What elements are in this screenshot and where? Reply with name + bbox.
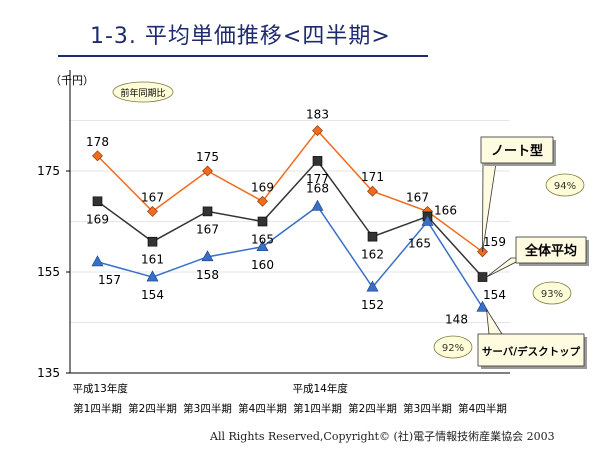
data-label: 175: [196, 150, 219, 164]
yoy-bubble: [532, 281, 572, 305]
yoy-bubble: [433, 335, 473, 359]
data-point: [257, 195, 268, 207]
series-line: [96, 129, 483, 253]
y-tick-label: 135: [37, 366, 60, 380]
slide-title: 1-3. 平均単価推移<四半期>: [90, 24, 391, 49]
data-label: 159: [483, 235, 506, 249]
data-label: 165: [408, 237, 431, 251]
data-label: 158: [196, 268, 219, 282]
series-name-label: ノート型: [491, 143, 543, 159]
series-name-label: サーバ/デスクトップ: [482, 345, 581, 358]
data-label: 171: [361, 170, 384, 184]
x-tick-label: 第1四半期: [293, 402, 342, 415]
data-point: [421, 214, 434, 226]
data-labels: 1781671751691831711671591691611671651771…: [86, 108, 506, 327]
x-group-label: 平成14年度: [293, 382, 349, 395]
x-tick-label: 第2四半期: [128, 402, 177, 415]
series-name-label: 全体平均: [524, 243, 577, 259]
data-label: 161: [141, 253, 164, 267]
x-tick-label: 第3四半期: [403, 402, 452, 415]
data-label: 166: [434, 203, 457, 217]
series-callout-box: [515, 236, 587, 264]
data-label: 160: [251, 258, 274, 272]
data-point: [146, 270, 159, 282]
x-tick-label: 第4四半期: [238, 402, 287, 415]
yoy-value: 92%: [442, 343, 464, 354]
data-point: [367, 185, 378, 197]
grid-lines: [70, 120, 510, 323]
series-callout-box: [480, 136, 554, 164]
x-group-label: 平成13年度: [73, 382, 129, 395]
x-tick-label: 第4四半期: [458, 402, 507, 415]
data-point: [147, 236, 158, 247]
series-line: [97, 205, 484, 308]
data-point: [477, 272, 488, 282]
data-label: 167: [196, 222, 219, 236]
yoy-value: 94%: [554, 181, 576, 192]
data-point: [91, 255, 104, 267]
yoy-legend-text: 前年同期比: [120, 87, 165, 99]
data-label: 165: [251, 233, 274, 247]
data-point: [147, 205, 158, 217]
series-lines: [96, 129, 484, 308]
series-line: [97, 159, 484, 278]
data-point: [92, 150, 103, 162]
data-point: [201, 250, 214, 262]
x-tick-label: 第3四半期: [183, 402, 232, 415]
data-label: 157: [98, 273, 121, 287]
data-point: [476, 300, 489, 312]
data-point: [366, 280, 379, 292]
data-point: [312, 125, 323, 137]
data-label: 154: [483, 288, 506, 302]
yoy-bubble: [545, 173, 585, 197]
copyright-footer: All Rights Reserved,Copyright© (社)電子情報技術…: [210, 430, 555, 443]
data-label: 169: [251, 180, 274, 194]
yoy-value: 93%: [541, 289, 563, 300]
data-label: 183: [306, 108, 329, 122]
data-point: [367, 231, 378, 242]
x-tick-label: 第1四半期: [73, 402, 122, 415]
data-point: [92, 196, 103, 207]
data-point: [256, 240, 269, 252]
data-point: [202, 165, 213, 177]
data-label: 169: [86, 212, 109, 226]
data-label: 152: [361, 298, 384, 312]
data-label: 167: [141, 190, 164, 204]
x-tick-label: 第2四半期: [348, 402, 397, 415]
series-markers: [91, 125, 489, 312]
y-tick-label: 175: [37, 164, 60, 178]
data-label: 178: [86, 135, 109, 149]
data-point: [202, 206, 213, 217]
data-label: 154: [141, 288, 164, 302]
data-label: 162: [361, 248, 384, 262]
data-label: 177: [306, 172, 329, 186]
title-underline: [58, 55, 428, 57]
data-label: 148: [445, 312, 468, 326]
y-tick-label: 155: [37, 265, 60, 279]
data-point: [311, 199, 324, 211]
series-callout-box: [477, 333, 585, 367]
data-label: 167: [406, 190, 429, 204]
yoy-legend-bubble: [112, 81, 174, 103]
data-point: [312, 156, 323, 166]
data-point: [257, 216, 268, 227]
y-axis-title: （千円）: [50, 74, 94, 87]
callout-pointer: [486, 309, 503, 335]
data-label: 168: [306, 181, 329, 195]
